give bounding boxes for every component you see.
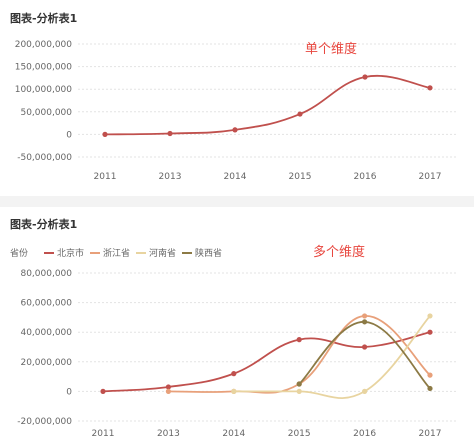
data-point[interactable] bbox=[232, 127, 238, 133]
legend-label: 河南省 bbox=[149, 247, 176, 259]
series-line bbox=[233, 315, 431, 400]
chart-title: 图表-分析表1 bbox=[10, 12, 78, 25]
data-point[interactable] bbox=[362, 388, 368, 394]
x-tick-label: 2011 bbox=[92, 429, 115, 439]
x-tick-label: 2016 bbox=[354, 172, 377, 182]
legend-label: 陕西省 bbox=[195, 247, 222, 259]
chart-annotation: 单个维度 bbox=[305, 41, 357, 57]
data-point[interactable] bbox=[167, 130, 173, 137]
data-point[interactable] bbox=[362, 319, 368, 325]
x-tick-label: 2015 bbox=[288, 429, 311, 439]
chart-svg-top: 200,000,000 150,000,000 100,000,000 50,000,… bbox=[15, 40, 458, 182]
data-point[interactable] bbox=[296, 388, 302, 394]
y-tick-label: 60,000,000 bbox=[20, 299, 72, 309]
data-point[interactable] bbox=[427, 372, 433, 378]
data-point[interactable] bbox=[427, 85, 433, 91]
data-point[interactable] bbox=[231, 371, 237, 377]
y-tick-label: 100,000,000 bbox=[15, 85, 73, 95]
legend-item[interactable]: 浙江省 bbox=[90, 247, 130, 259]
chart-annotation: 多个维度 bbox=[313, 244, 365, 260]
legend-item[interactable]: 河南省 bbox=[136, 247, 176, 259]
data-point[interactable] bbox=[102, 131, 108, 137]
chart-title: 图表-分析表1 bbox=[10, 218, 78, 231]
legend-title: 省份 bbox=[10, 247, 28, 259]
y-tick-label: 150,000,000 bbox=[15, 63, 73, 73]
legend-label: 浙江省 bbox=[103, 247, 130, 259]
y-tick-label: 80,000,000 bbox=[20, 269, 72, 279]
data-point[interactable] bbox=[231, 388, 237, 394]
data-point[interactable] bbox=[165, 384, 171, 390]
x-tick-label: 2014 bbox=[224, 172, 247, 182]
x-tick-label: 2017 bbox=[419, 172, 442, 182]
legend-item[interactable]: 北京市 bbox=[44, 247, 84, 259]
y-tick-label: 0 bbox=[66, 387, 72, 397]
y-tick-label: -20,000,000 bbox=[17, 417, 72, 427]
data-point[interactable] bbox=[165, 388, 171, 394]
data-point[interactable] bbox=[296, 337, 302, 343]
x-tick-label: 2013 bbox=[159, 172, 182, 182]
y-tick-label: 0 bbox=[66, 130, 72, 140]
data-point[interactable] bbox=[362, 313, 368, 319]
y-tick-label: 50,000,000 bbox=[20, 108, 72, 118]
y-tick-label: 200,000,000 bbox=[15, 40, 73, 50]
data-point[interactable] bbox=[362, 344, 368, 350]
x-tick-label: 2011 bbox=[94, 172, 117, 182]
series-line bbox=[104, 75, 431, 136]
y-tick-label: -50,000,000 bbox=[17, 153, 72, 163]
y-tick-label: 40,000,000 bbox=[20, 328, 72, 338]
data-point[interactable] bbox=[427, 329, 433, 335]
x-tick-label: 2015 bbox=[289, 172, 312, 182]
x-tick-label: 2014 bbox=[222, 429, 245, 439]
data-point[interactable] bbox=[427, 313, 433, 319]
data-point[interactable] bbox=[296, 381, 302, 387]
data-point[interactable] bbox=[427, 385, 433, 392]
y-tick-label: 20,000,000 bbox=[20, 358, 72, 368]
legend-item[interactable]: 陕西省 bbox=[182, 247, 222, 259]
legend-label: 北京市 bbox=[57, 247, 84, 259]
data-point[interactable] bbox=[100, 388, 106, 394]
chart-panel-top: 图表-分析表1 200,000,000 150,000,000 100,000,00… bbox=[0, 0, 474, 196]
series-line bbox=[102, 331, 431, 393]
x-tick-label: 2016 bbox=[353, 429, 376, 439]
x-tick-label: 2013 bbox=[157, 429, 180, 439]
data-point[interactable] bbox=[362, 74, 368, 80]
data-point[interactable] bbox=[297, 111, 303, 117]
x-tick-label: 2017 bbox=[419, 429, 442, 439]
chart-svg-bottom: 80,000,000 60,000,000 40,000,000 20,000,000… bbox=[10, 244, 458, 439]
chart-panel-bottom: 图表-分析表1 80,000,000 60,000,000 40,000,000 20… bbox=[0, 207, 474, 447]
